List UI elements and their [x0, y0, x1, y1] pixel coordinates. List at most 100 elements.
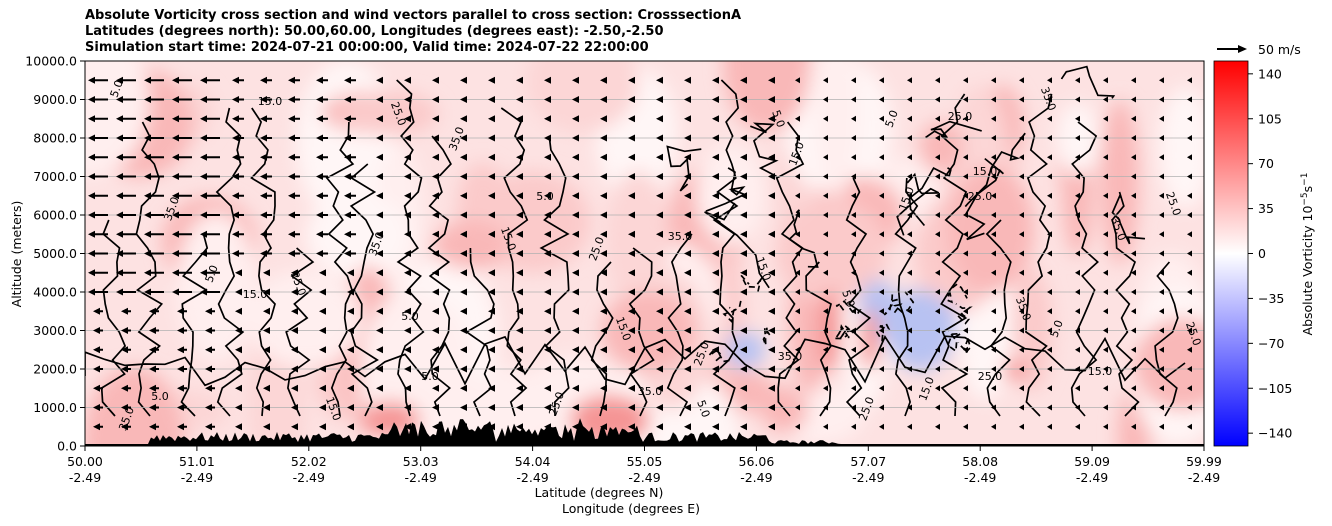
wind-vector	[963, 308, 968, 315]
wind-vector	[1047, 96, 1052, 103]
y-tick-label: 10000.0	[25, 54, 77, 69]
wind-vector	[1131, 135, 1136, 141]
wind-vector	[823, 289, 828, 295]
wind-vector-head	[432, 96, 439, 103]
x-tick-label-lon: -2.49	[516, 470, 548, 485]
wind-vector	[1103, 77, 1108, 84]
wind-vector-head	[404, 250, 411, 257]
wind-vector	[1047, 423, 1052, 430]
wind-vector-head	[144, 76, 151, 84]
wind-vector-head	[291, 384, 298, 392]
vorticity-patch	[1133, 317, 1204, 411]
wind-vector-head	[712, 96, 719, 103]
wind-vector-head	[116, 153, 123, 161]
wind-vector	[823, 269, 828, 276]
wind-vector-head	[432, 288, 439, 296]
wind-vector-head	[232, 230, 239, 238]
wind-vector-head	[488, 269, 495, 277]
wind-vector	[1019, 154, 1024, 161]
wind-vector	[1103, 404, 1108, 411]
wind-vector-head	[516, 173, 523, 180]
wind-vector	[1103, 115, 1108, 122]
wind-vector-head	[628, 307, 635, 315]
wind-vector-head	[516, 134, 523, 142]
contour-line	[964, 132, 1026, 208]
wind-vector	[1019, 269, 1024, 276]
wind-vector-head	[116, 76, 123, 84]
wind-vector-head	[404, 230, 411, 238]
wind-vector-head	[88, 230, 95, 238]
wind-vector	[1159, 96, 1164, 103]
wind-vector	[1131, 327, 1136, 334]
wind-vector-head	[488, 384, 495, 392]
wind-vector-head	[260, 192, 267, 200]
wind-vector-head	[684, 384, 691, 392]
wind-vector	[823, 115, 828, 122]
wind-vector-head	[344, 230, 351, 238]
wind-vector	[1047, 327, 1052, 334]
contour-label: 25.0	[978, 370, 1003, 383]
wind-vector-head	[376, 153, 383, 161]
wind-vector	[823, 154, 828, 161]
wind-vector-head	[376, 250, 383, 257]
wind-vector	[907, 96, 912, 103]
wind-vector-head	[600, 365, 607, 373]
wind-vector-head	[121, 384, 128, 392]
wind-vector-head	[200, 211, 207, 219]
wind-vector-head	[572, 288, 579, 296]
wind-vector-head	[432, 346, 439, 354]
y-axis-label: Altitude (meters)	[9, 201, 24, 308]
wind-vector	[879, 96, 884, 103]
wind-vector-head	[768, 153, 775, 161]
wind-vector-head	[460, 173, 467, 180]
wind-vector-head	[628, 173, 635, 180]
wind-vector-head	[768, 250, 775, 257]
colorbar-tick-label: −105	[1258, 381, 1292, 396]
wind-vector	[1019, 289, 1024, 295]
wind-vector-head	[232, 173, 239, 180]
wind-vector-head	[404, 423, 411, 431]
colorbar-tick-label: −35	[1258, 291, 1284, 306]
wind-vector	[795, 289, 800, 295]
x-tick-label-lat: 59.99	[1186, 454, 1222, 469]
wind-vector	[1103, 385, 1108, 392]
wind-vector-head	[200, 96, 207, 103]
wind-vector-head	[768, 192, 775, 200]
wind-vector	[1187, 385, 1192, 392]
contour-line	[666, 233, 693, 417]
wind-vector-head	[376, 134, 383, 142]
wind-vector-head	[319, 346, 326, 354]
wind-vector-head	[656, 192, 663, 200]
wind-vector	[1131, 115, 1136, 122]
wind-vector-head	[740, 76, 747, 84]
wind-vector-head	[740, 307, 747, 315]
wind-vector-head	[600, 423, 607, 431]
wind-vector-head	[235, 346, 242, 354]
wind-vector	[1019, 423, 1024, 430]
wind-vector-head	[572, 307, 579, 315]
wind-vector-head	[144, 153, 151, 161]
wind-vector	[1131, 250, 1136, 257]
positive-vorticity-patch	[860, 310, 880, 370]
wind-vector	[1047, 289, 1052, 295]
wind-vector	[1047, 366, 1052, 372]
wind-vector-head	[516, 153, 523, 161]
wind-vector-head	[376, 96, 383, 103]
wind-vector-head	[404, 365, 411, 373]
wind-vector	[1131, 404, 1136, 411]
x-axis-label-latitude: Latitude (degrees N)	[535, 485, 664, 500]
wind-vector-head	[600, 153, 607, 161]
wind-vector-head	[291, 269, 298, 277]
vorticity-patch	[1159, 86, 1204, 209]
wind-vector-head	[319, 307, 326, 315]
wind-vector-head	[768, 365, 775, 373]
contour-line-negative	[946, 282, 968, 304]
wind-vector	[1131, 231, 1136, 238]
wind-vector-head	[600, 327, 607, 334]
wind-vector-head	[404, 115, 411, 123]
wind-vector-head	[432, 404, 439, 411]
wind-vector	[795, 135, 800, 141]
wind-vector-head	[684, 269, 691, 277]
wind-vector-head	[172, 230, 179, 238]
wind-vector-head	[144, 269, 151, 277]
